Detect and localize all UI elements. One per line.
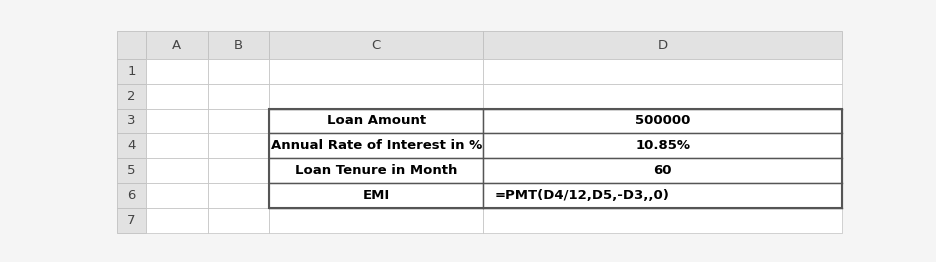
Bar: [146, 59, 208, 84]
Bar: [146, 159, 208, 183]
Bar: [483, 183, 842, 208]
Bar: [117, 108, 146, 133]
Bar: [270, 59, 483, 84]
Bar: [483, 183, 842, 208]
Text: A: A: [172, 39, 182, 52]
Text: 6: 6: [127, 189, 136, 202]
Bar: [270, 159, 483, 183]
Bar: [117, 159, 146, 183]
Text: 10.85%: 10.85%: [636, 139, 691, 152]
Bar: [270, 108, 483, 133]
Bar: [483, 159, 842, 183]
Bar: [117, 84, 146, 108]
Bar: [117, 59, 146, 84]
Bar: [483, 108, 842, 133]
Text: 3: 3: [127, 114, 136, 128]
Bar: [483, 31, 842, 59]
Bar: [146, 84, 208, 108]
Bar: [270, 84, 483, 108]
Bar: [483, 108, 842, 133]
Text: 5: 5: [127, 164, 136, 177]
Bar: [117, 31, 146, 59]
Text: 4: 4: [127, 139, 136, 152]
Bar: [483, 133, 842, 159]
Text: 500000: 500000: [636, 114, 691, 128]
Bar: [483, 133, 842, 159]
Text: C: C: [372, 39, 381, 52]
Text: Loan Tenure in Month: Loan Tenure in Month: [295, 164, 458, 177]
Bar: [270, 208, 483, 233]
Bar: [270, 31, 483, 59]
Bar: [270, 108, 483, 133]
Bar: [483, 159, 842, 183]
Text: Annual Rate of Interest in %: Annual Rate of Interest in %: [271, 139, 482, 152]
Bar: [146, 108, 208, 133]
Bar: [270, 183, 483, 208]
Text: =PMT(D4/12,D5,-D3,,0): =PMT(D4/12,D5,-D3,,0): [494, 189, 669, 202]
Bar: [208, 84, 270, 108]
Bar: [208, 208, 270, 233]
Bar: [270, 133, 483, 159]
Bar: [483, 59, 842, 84]
Bar: [270, 108, 842, 208]
Bar: [117, 133, 146, 159]
Bar: [146, 31, 208, 59]
Bar: [483, 84, 842, 108]
Bar: [208, 133, 270, 159]
Text: Loan Amount: Loan Amount: [327, 114, 426, 128]
Bar: [146, 208, 208, 233]
Text: B: B: [234, 39, 243, 52]
Bar: [208, 31, 270, 59]
Bar: [270, 159, 483, 183]
Bar: [270, 183, 483, 208]
Text: 60: 60: [653, 164, 672, 177]
Bar: [117, 208, 146, 233]
Bar: [208, 159, 270, 183]
Text: D: D: [658, 39, 668, 52]
Bar: [208, 183, 270, 208]
Bar: [146, 183, 208, 208]
Bar: [270, 133, 483, 159]
Bar: [117, 183, 146, 208]
Text: 2: 2: [127, 90, 136, 102]
Text: 7: 7: [127, 214, 136, 227]
Text: EMI: EMI: [363, 189, 390, 202]
Bar: [146, 133, 208, 159]
Bar: [483, 208, 842, 233]
Bar: [208, 59, 270, 84]
Text: 1: 1: [127, 65, 136, 78]
Bar: [208, 108, 270, 133]
